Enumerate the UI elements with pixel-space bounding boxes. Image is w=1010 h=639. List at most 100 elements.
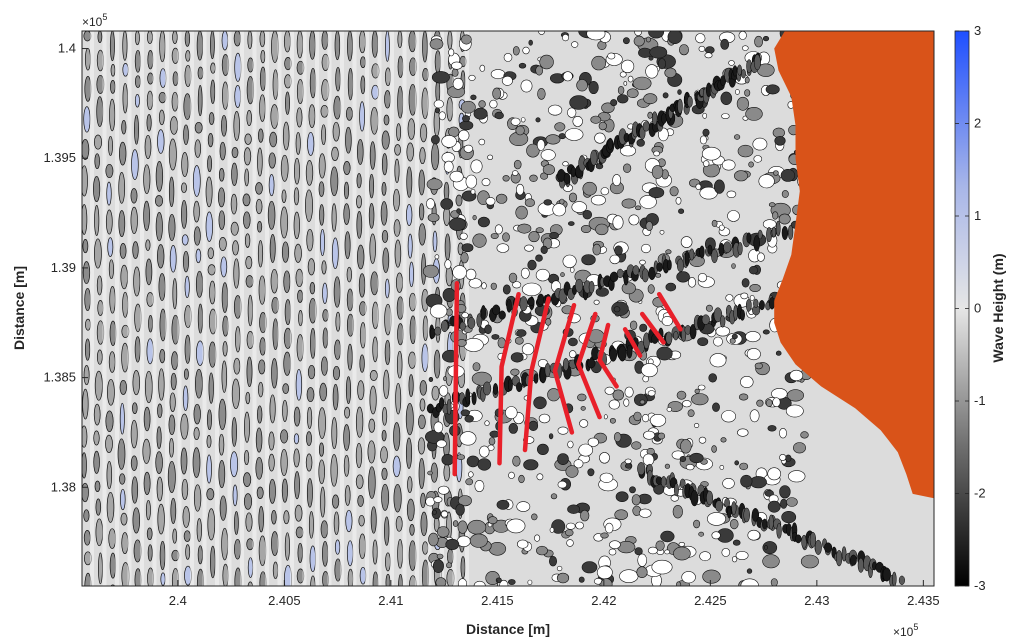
wave-contour	[515, 125, 525, 136]
wave-contour	[560, 272, 565, 277]
wave-contour	[156, 426, 162, 449]
wave-contour	[515, 205, 528, 220]
wave-contour	[83, 106, 91, 133]
wave-contour	[775, 350, 782, 356]
wave-contour	[721, 159, 736, 171]
wave-contour	[294, 471, 300, 500]
wave-contour	[753, 54, 761, 71]
wave-contour	[564, 128, 584, 141]
wave-contour	[159, 348, 166, 364]
wave-contour	[499, 579, 509, 586]
wave-contour	[433, 99, 444, 109]
wave-contour	[319, 204, 325, 226]
wave-contour	[762, 541, 778, 555]
wave-contour	[232, 484, 238, 507]
wave-contour	[257, 147, 263, 177]
wave-trough	[240, 31, 244, 586]
wave-contour	[356, 211, 363, 239]
wave-contour	[699, 551, 711, 562]
wave-crest-line-5	[576, 311, 602, 420]
wave-trough	[402, 31, 407, 586]
wave-contour	[557, 426, 569, 435]
wave-contour	[527, 579, 533, 586]
wave-contour	[398, 574, 403, 586]
wave-contour	[296, 334, 304, 362]
wave-contour	[458, 495, 472, 507]
wave-contour	[440, 510, 449, 518]
wave-contour	[789, 369, 804, 382]
wave-contour	[429, 303, 448, 319]
wave-contour	[576, 79, 588, 92]
wave-contour	[83, 365, 90, 386]
wave-contour	[256, 486, 264, 499]
wave-contour	[588, 280, 595, 294]
wave-contour	[458, 129, 470, 142]
wave-contour	[93, 134, 103, 150]
wave-contour	[82, 482, 89, 503]
wave-contour	[434, 107, 441, 114]
wave-contour	[565, 465, 579, 478]
wave-contour	[516, 539, 529, 549]
wave-contour	[383, 114, 390, 126]
wave-contour	[345, 509, 353, 533]
wave-contour	[694, 388, 700, 394]
wave-contour	[482, 381, 492, 396]
y-tick-label: 1.4	[58, 41, 76, 56]
wave-contour	[184, 31, 191, 47]
wave-contour	[394, 144, 401, 156]
wave-contour	[467, 317, 476, 329]
y-tick-label: 1.39	[51, 260, 76, 275]
wave-contour	[461, 34, 472, 45]
wave-contour	[192, 165, 201, 197]
wave-contour	[197, 85, 203, 117]
wave-contour	[653, 150, 660, 157]
wave-contour	[779, 485, 791, 499]
wave-contour	[170, 497, 177, 524]
wave-contour	[494, 111, 504, 120]
wave-contour	[568, 350, 577, 359]
wave-contour	[255, 182, 263, 195]
wave-contour	[383, 369, 390, 399]
wave-contour	[638, 508, 652, 518]
wave-contour	[172, 71, 179, 87]
wave-contour	[385, 31, 390, 62]
wave-contour	[395, 515, 403, 532]
wave-contour	[490, 282, 497, 290]
wave-contour	[792, 442, 806, 454]
wave-trough	[302, 31, 307, 586]
wave-contour	[436, 553, 444, 560]
wave-contour	[634, 31, 642, 36]
wave-contour	[505, 406, 518, 419]
wave-contour	[320, 104, 329, 118]
wave-contour	[733, 304, 738, 321]
wave-contour	[131, 149, 139, 180]
wave-contour	[455, 194, 463, 207]
wave-contour	[809, 531, 817, 548]
wave-contour	[268, 152, 276, 169]
wave-contour	[210, 62, 216, 74]
wave-contour	[642, 121, 650, 132]
wave-contour	[641, 363, 658, 378]
wave-contour	[772, 127, 785, 138]
wave-contour	[733, 170, 748, 182]
wave-contour	[452, 265, 467, 280]
wave-contour	[536, 473, 544, 481]
wave-contour	[800, 431, 809, 439]
wave-contour	[243, 472, 252, 487]
wave-contour	[94, 480, 101, 492]
wave-contour	[610, 99, 618, 107]
wave-contour	[607, 137, 614, 150]
wave-contour	[207, 508, 216, 541]
wave-contour	[756, 399, 764, 407]
wave-contour	[346, 288, 354, 312]
wave-contour	[695, 33, 706, 44]
wave-contour	[587, 358, 596, 369]
wave-contour	[496, 499, 510, 510]
wave-contour	[334, 539, 341, 555]
wave-contour	[155, 451, 163, 474]
wave-contour	[429, 38, 444, 50]
wave-contour	[267, 200, 276, 230]
wave-contour	[626, 344, 633, 359]
wave-contour	[233, 258, 240, 289]
wave-contour	[322, 327, 329, 349]
